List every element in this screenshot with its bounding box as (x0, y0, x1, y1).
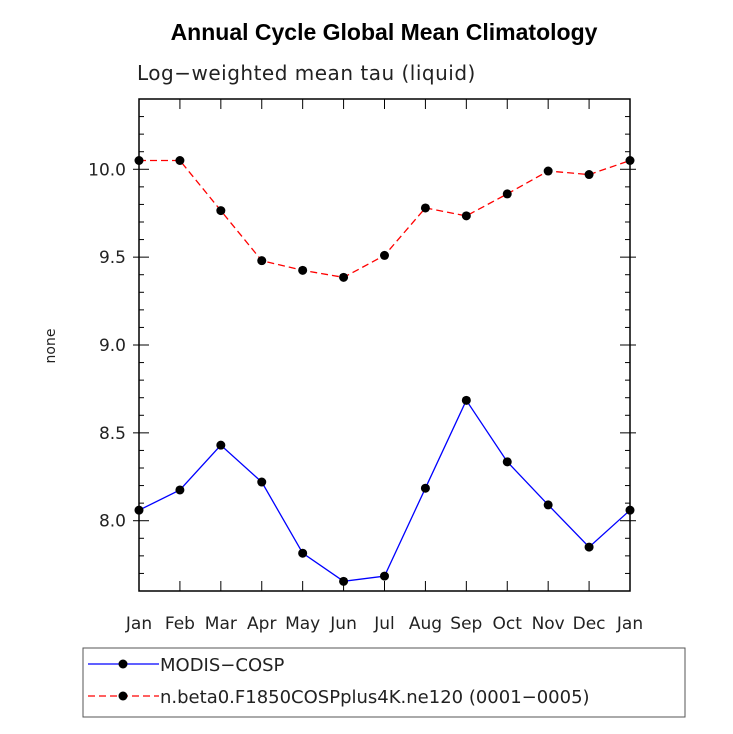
legend-box (82, 647, 686, 718)
data-point (380, 250, 389, 260)
y-axis-label: none (43, 329, 59, 364)
x-tick-label: Dec (573, 614, 606, 634)
data-point (257, 477, 267, 487)
data-point (543, 166, 553, 176)
data-point (216, 206, 226, 216)
x-tick-label: Feb (165, 614, 195, 634)
legend-item-2: n.beta0.F1850COSPplus4K.ne120 (0001−0005… (88, 687, 590, 708)
y-tick-label: 8.0 (99, 512, 126, 532)
data-point (502, 457, 512, 467)
x-tick-label: Aug (409, 614, 442, 634)
data-point (175, 485, 185, 495)
data-point (420, 203, 430, 213)
plot-frame (138, 98, 631, 592)
data-point (380, 571, 389, 581)
data-point (257, 256, 267, 266)
y-tick-label: 8.5 (99, 424, 126, 444)
y-tick-labels: 8.0 8.5 9.0 9.5 10.0 (88, 160, 126, 531)
y-tick-label: 9.0 (99, 336, 126, 356)
data-point (543, 500, 553, 510)
data-point (502, 189, 512, 199)
y-tick-label: 10.0 (88, 160, 126, 180)
data-point (298, 265, 308, 275)
series-1 (134, 395, 635, 586)
data-point (175, 156, 185, 165)
data-point (584, 542, 594, 552)
series-2 (134, 156, 635, 282)
x-tick-label: Jul (373, 614, 395, 634)
legend-label: n.beta0.F1850COSPplus4K.ne120 (0001−0005… (160, 687, 590, 708)
data-point (584, 170, 594, 180)
legend-marker (118, 659, 128, 669)
data-point (339, 576, 349, 586)
data-point (216, 440, 226, 450)
y-tick-label: 9.5 (99, 248, 126, 268)
x-tick-label: Jan (125, 614, 152, 634)
legend-items: MODIS−COSP n.beta0.F1850COSPplus4K.ne120 … (88, 655, 590, 708)
data-point (461, 211, 471, 221)
data-point (298, 548, 308, 558)
x-tick-label: Oct (493, 614, 523, 634)
x-tick-label: Jun (329, 614, 357, 634)
x-tick-label: Apr (247, 614, 276, 634)
data-point (339, 272, 349, 282)
data-point (461, 395, 471, 405)
x-tick-label: Sep (450, 614, 482, 634)
x-tick-label: Mar (205, 614, 237, 634)
x-tick-label: Nov (532, 614, 565, 634)
series-layer (134, 156, 635, 586)
x-tick-labels: Jan Feb Mar Apr May Jun Jul Aug Sep Oct Nov Dec Jan (125, 614, 643, 634)
series-line (138, 398, 631, 582)
data-point (420, 483, 430, 493)
x-tick-label: May (285, 614, 320, 634)
legend-label: MODIS−COSP (160, 655, 285, 676)
legend-item-1: MODIS−COSP (88, 655, 285, 676)
x-tick-label: Jan (616, 614, 643, 634)
legend: MODIS−COSP n.beta0.F1850COSPplus4K.ne120 … (82, 647, 686, 718)
chart-subtitle: Log−weighted mean tau (liquid) (137, 61, 476, 85)
chart-title: Annual Cycle Global Mean Climatology (171, 19, 598, 45)
legend-marker (118, 691, 128, 701)
